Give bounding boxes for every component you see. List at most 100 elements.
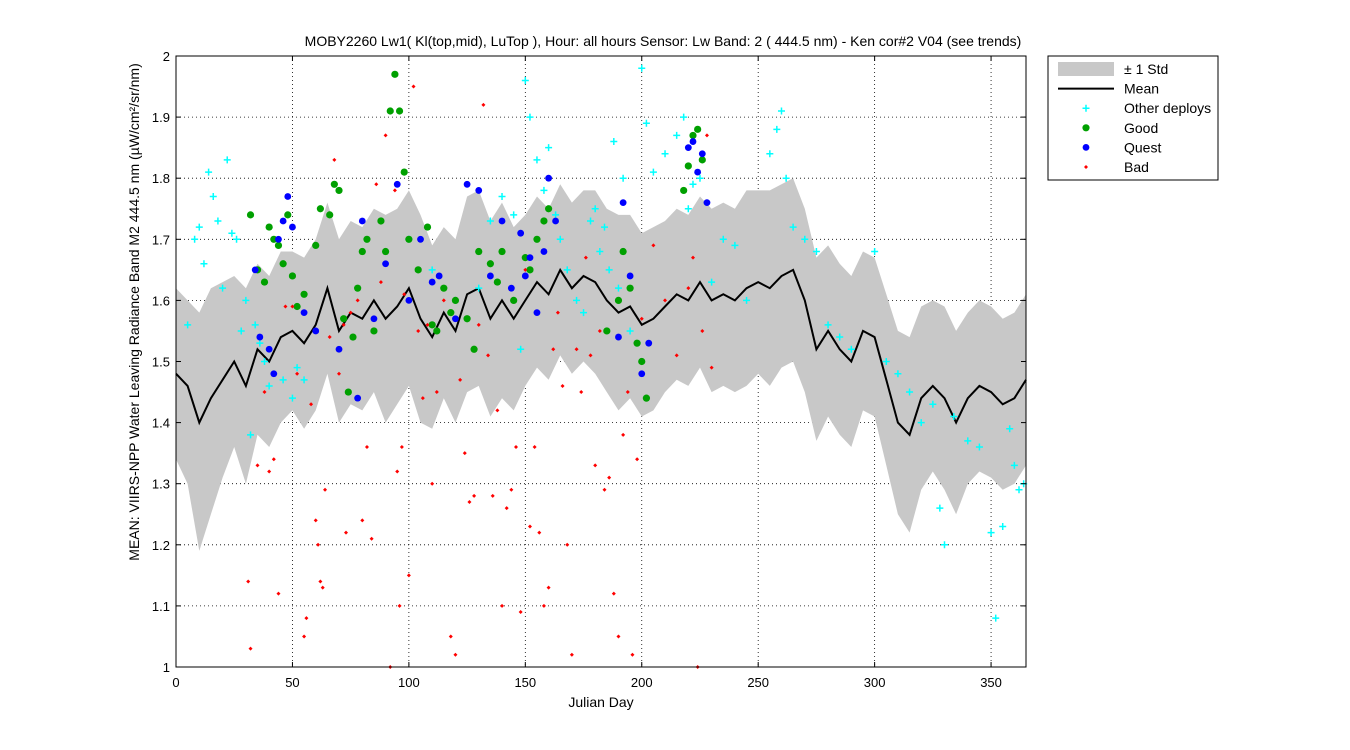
bad-point [323, 487, 328, 492]
bad-point [583, 255, 588, 260]
bad-point [621, 432, 626, 437]
good-point [603, 327, 611, 335]
quest-point [526, 254, 534, 262]
std-band-layer [176, 178, 1026, 551]
good-point [405, 235, 413, 243]
other-deploys-point [587, 217, 595, 225]
other-deploys-point [279, 376, 287, 384]
good-point [386, 107, 394, 115]
legend-label-quest: Quest [1124, 139, 1161, 155]
bad-point [271, 457, 276, 462]
other-deploys-point [1015, 486, 1023, 494]
good-point [533, 235, 541, 243]
bad-point [565, 542, 570, 547]
quest-point [552, 217, 559, 225]
other-deploys-point [680, 113, 688, 121]
good-point [246, 211, 255, 219]
other-deploys-point [233, 235, 241, 243]
other-deploys-point [605, 266, 613, 274]
bad-point [411, 84, 416, 89]
other-deploys-point [237, 327, 245, 335]
good-point [381, 247, 390, 256]
bad-point [611, 591, 616, 596]
quest-point [521, 272, 529, 280]
good-point [684, 162, 692, 170]
quest-point [428, 278, 436, 286]
bad-point [316, 542, 321, 547]
bad-point [509, 487, 514, 492]
bad-point [490, 493, 495, 498]
bad-point [597, 328, 602, 333]
other-deploys-point [486, 217, 494, 225]
other-deploys-point [894, 370, 902, 378]
quest-point [615, 333, 622, 341]
other-deploys-point [917, 419, 925, 427]
good-point [344, 388, 352, 396]
y-tick-label: 2 [163, 49, 170, 64]
legend-label-bad: Bad [1124, 159, 1149, 175]
good-point [391, 70, 399, 78]
quest-point [517, 229, 525, 237]
bad-point [527, 524, 532, 529]
other-deploys-point [642, 119, 650, 127]
bad-point [344, 530, 348, 535]
legend-swatch-std [1058, 62, 1114, 76]
other-deploys-point [773, 125, 781, 133]
quest-point [279, 217, 287, 225]
other-deploys-point [964, 437, 972, 445]
other-deploys-point [1006, 425, 1014, 433]
bad-point [276, 591, 281, 596]
x-tick-label: 0 [172, 675, 179, 690]
other-deploys-point [812, 248, 820, 256]
bad-point [337, 371, 342, 376]
other-deploys-point [684, 205, 692, 213]
bad-point [546, 585, 551, 590]
bad-point [248, 646, 253, 651]
quest-point [698, 150, 706, 158]
std-band [176, 178, 1026, 551]
y-tick-label: 1.2 [152, 538, 170, 553]
quest-point [689, 138, 697, 145]
other-deploys-point [293, 364, 301, 372]
series-good [246, 70, 706, 402]
series-other-deploys [184, 64, 1028, 622]
other-deploys-point [649, 168, 657, 176]
good-point [493, 278, 501, 286]
other-deploys-point [533, 156, 541, 164]
quest-point [545, 174, 553, 182]
bad-point [651, 243, 656, 248]
good-point [619, 247, 627, 256]
other-deploys-point [610, 138, 618, 146]
x-tick-label: 50 [285, 675, 299, 690]
other-deploys-point [510, 211, 518, 219]
bad-point [616, 634, 621, 639]
bad-point [327, 335, 332, 340]
other-deploys-point [556, 235, 564, 243]
quest-point [684, 144, 692, 152]
other-deploys-point [906, 388, 914, 396]
bad-point [635, 457, 640, 462]
bad-point [514, 445, 518, 450]
good-point [433, 327, 441, 335]
other-deploys-point [999, 522, 1007, 530]
other-deploys-point [228, 229, 236, 237]
good-point [447, 309, 455, 317]
y-tick-label: 1.9 [152, 110, 170, 125]
other-deploys-point [223, 156, 231, 164]
legend-swatch-good [1082, 124, 1090, 132]
bad-point [448, 634, 453, 639]
good-point [400, 168, 408, 176]
bad-point [425, 322, 430, 327]
bad-point [397, 603, 402, 608]
good-point [284, 211, 292, 219]
bad-point [602, 487, 607, 492]
bad-point [700, 328, 705, 333]
legend: ± 1 Std Mean Other deploys Good Quest Bad [1047, 55, 1219, 181]
other-deploys-point [517, 345, 525, 353]
quest-point [452, 315, 459, 323]
bad-point [395, 469, 400, 474]
bad-point [472, 493, 477, 498]
good-point [279, 260, 287, 268]
other-deploys-point [552, 211, 560, 219]
